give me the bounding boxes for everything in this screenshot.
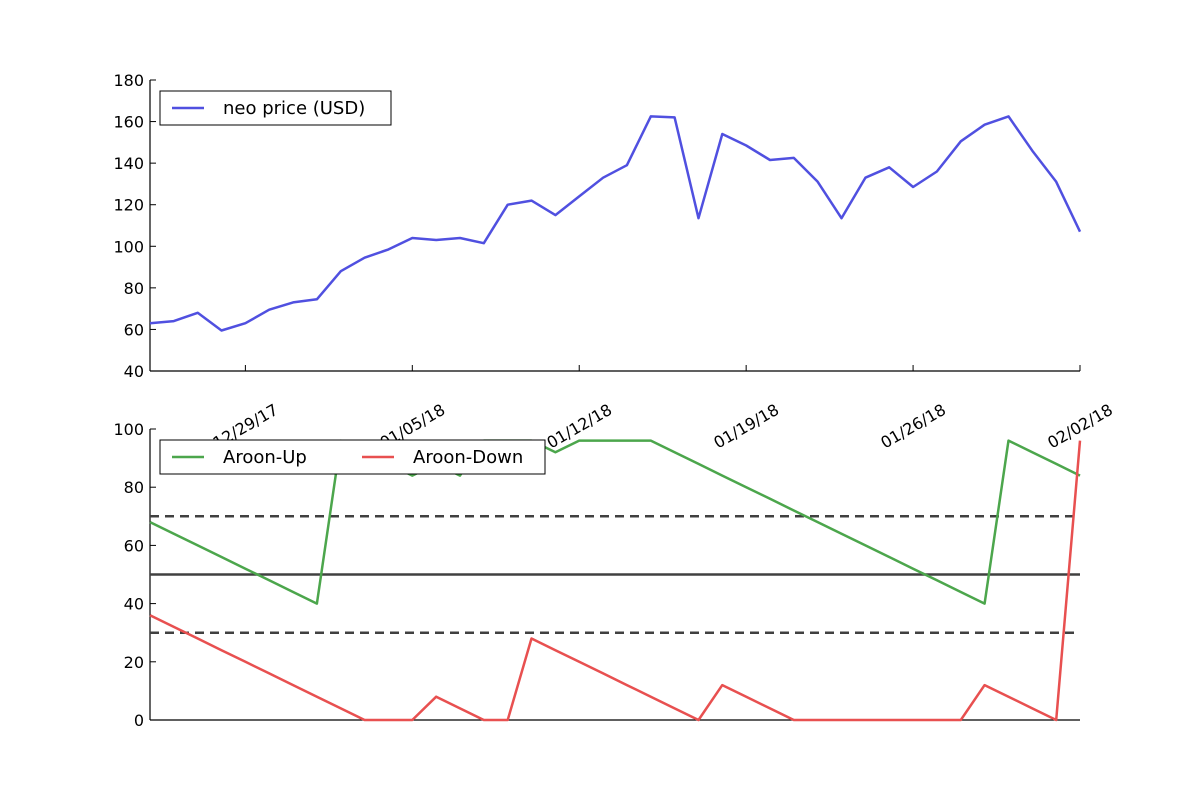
x-tick-label-3: 01/19/18: [710, 400, 782, 452]
legend-label-0: Aroon-Up: [223, 447, 307, 468]
legend-box-1: [159, 439, 546, 475]
y-tick-label-1-2: 40: [124, 595, 144, 614]
y-tick-label-1-5: 100: [113, 420, 144, 439]
x-tick-label-2: 01/12/18: [543, 400, 615, 452]
y-tick-label-0-0: 40: [124, 362, 144, 381]
y-tick-label-0-2: 80: [124, 279, 144, 298]
y-tick-label-0-4: 120: [113, 196, 144, 215]
y-tick-label-1-0: 0: [134, 711, 144, 730]
legend-label-0: neo price (USD): [223, 98, 365, 119]
y-tick-label-1-3: 60: [124, 536, 144, 555]
y-tick-label-0-7: 180: [113, 71, 144, 90]
series-line-aroon-down: [149, 440, 1082, 722]
x-tick-label-4: 01/26/18: [877, 400, 949, 452]
y-tick-label-0-3: 100: [113, 237, 144, 256]
y-tick-label-0-5: 140: [113, 154, 144, 173]
y-tick-label-0-1: 60: [124, 320, 144, 339]
series-line-aroon-up: [149, 439, 1081, 605]
y-tick-label-1-1: 20: [124, 653, 144, 672]
y-tick-label-1-4: 80: [124, 478, 144, 497]
legend-label-1: Aroon-Down: [413, 447, 523, 468]
series-line-neo-price-usd-: [149, 115, 1082, 332]
y-tick-label-0-6: 160: [113, 113, 144, 132]
